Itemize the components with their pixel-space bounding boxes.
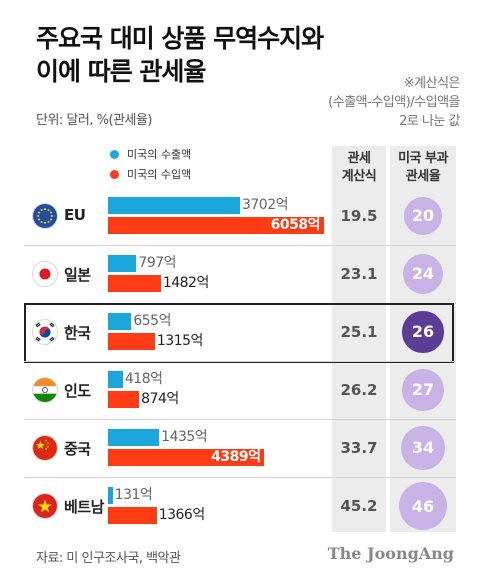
country-label-vietnam: 베트남: [64, 498, 104, 516]
title-line-1: 주요국 대미 상품 무역수지와: [36, 24, 324, 53]
import-value-eu: 6058억: [270, 217, 321, 233]
legend-item-export: 미국의 수출액: [110, 146, 191, 162]
import-bar-japan: [108, 275, 161, 292]
brand-logo: The JoongAng: [327, 544, 454, 563]
import-value-vietnam: 1366억: [158, 507, 206, 523]
note-line-1: ※계산식은: [403, 76, 461, 91]
export-bar-eu: [108, 197, 240, 214]
import-bar-korea: [108, 333, 155, 350]
note-line-3: 2로 나눈 값: [399, 114, 460, 129]
tariff-circle-china: 34: [401, 426, 445, 470]
calculation-note: ※계산식은 (수출액-수입액)/수입액을 2로 나눈 값: [260, 74, 460, 131]
row-divider: [24, 361, 456, 362]
legend-item-import: 미국의 수입액: [110, 166, 191, 182]
import-value-china: 4389억: [211, 449, 261, 465]
export-bar-japan: [108, 255, 137, 272]
export-bar-korea: [108, 313, 132, 330]
rate-column-header: 관세 계산식: [332, 150, 386, 186]
country-label-japan: 일본: [64, 266, 91, 284]
import-bar-eu: [108, 217, 324, 234]
export-value-eu: 3702억: [241, 197, 289, 213]
import-value-korea: 1315억: [156, 333, 204, 349]
legend-label-export: 미국의 수출액: [127, 148, 192, 161]
calc-rate-japan: 23.1: [340, 265, 378, 283]
rate-column-background: [332, 146, 386, 532]
japan-flag-icon: [32, 261, 58, 287]
export-value-vietnam: 131억: [114, 487, 153, 503]
country-label-china: 중국: [64, 440, 91, 458]
row-divider: [24, 419, 456, 420]
korea-flag-icon: [32, 319, 58, 345]
calc-rate-eu: 19.5: [340, 207, 378, 225]
title-line-2: 이에 따른 관세율: [36, 57, 206, 86]
legend-swatch-export: [110, 149, 119, 159]
tariff-header-line-2: 관세율: [405, 169, 441, 184]
legend-label-import: 미국의 수입액: [127, 168, 192, 181]
import-value-india: 874억: [141, 391, 179, 407]
unit-label: 단위: 달러, %(관세율): [36, 113, 153, 128]
india-flag-icon: [32, 377, 58, 403]
row-divider: [24, 245, 456, 246]
chart-title: 주요국 대미 상품 무역수지와 이에 따른 관세율: [36, 22, 324, 88]
calc-rate-vietnam: 45.2: [340, 497, 378, 515]
vietnam-flag-icon: [32, 493, 58, 519]
export-value-japan: 797억: [138, 255, 177, 271]
country-label-eu: EU: [64, 206, 86, 224]
import-bar-vietnam: [108, 507, 157, 524]
import-value-japan: 1482억: [162, 275, 210, 291]
export-value-korea: 655억: [133, 313, 171, 329]
calc-rate-india: 26.2: [340, 381, 378, 399]
rate-header-line-1: 관세: [347, 151, 371, 166]
tariff-column-header: 미국 부과 관세율: [390, 150, 456, 186]
calc-rate-korea: 25.1: [340, 323, 378, 341]
import-bar-china: [108, 449, 265, 466]
export-bar-india: [108, 371, 123, 388]
highlight-row-box: [24, 303, 454, 363]
country-label-india: 인도: [64, 382, 91, 400]
export-bar-vietnam: [108, 487, 113, 504]
tariff-header-line-1: 미국 부과: [398, 151, 448, 166]
note-line-2: (수출액-수입액)/수입액을: [328, 95, 460, 110]
export-value-china: 1435억: [161, 429, 208, 445]
eu-flag-icon: [32, 203, 58, 229]
legend-swatch-import: [110, 169, 119, 179]
export-bar-china: [108, 429, 160, 446]
legend: 미국의 수출액 미국의 수입액: [110, 146, 191, 186]
source-note: 자료: 미 인구조사국, 백악관: [36, 551, 181, 566]
china-flag-icon: [32, 435, 58, 461]
rate-header-line-2: 계산식: [341, 169, 377, 184]
tariff-circle-japan: 24: [402, 253, 444, 295]
import-bar-india: [108, 391, 140, 408]
row-divider: [24, 477, 456, 478]
country-label-korea: 한국: [64, 324, 91, 342]
tariff-circle-korea: 26: [402, 311, 444, 353]
tariff-circle-eu: 20: [403, 196, 443, 236]
tariff-circle-vietnam: 46: [399, 482, 447, 530]
export-value-india: 418억: [124, 371, 163, 387]
calc-rate-china: 33.7: [340, 439, 378, 457]
tariff-circle-india: 27: [402, 369, 444, 411]
